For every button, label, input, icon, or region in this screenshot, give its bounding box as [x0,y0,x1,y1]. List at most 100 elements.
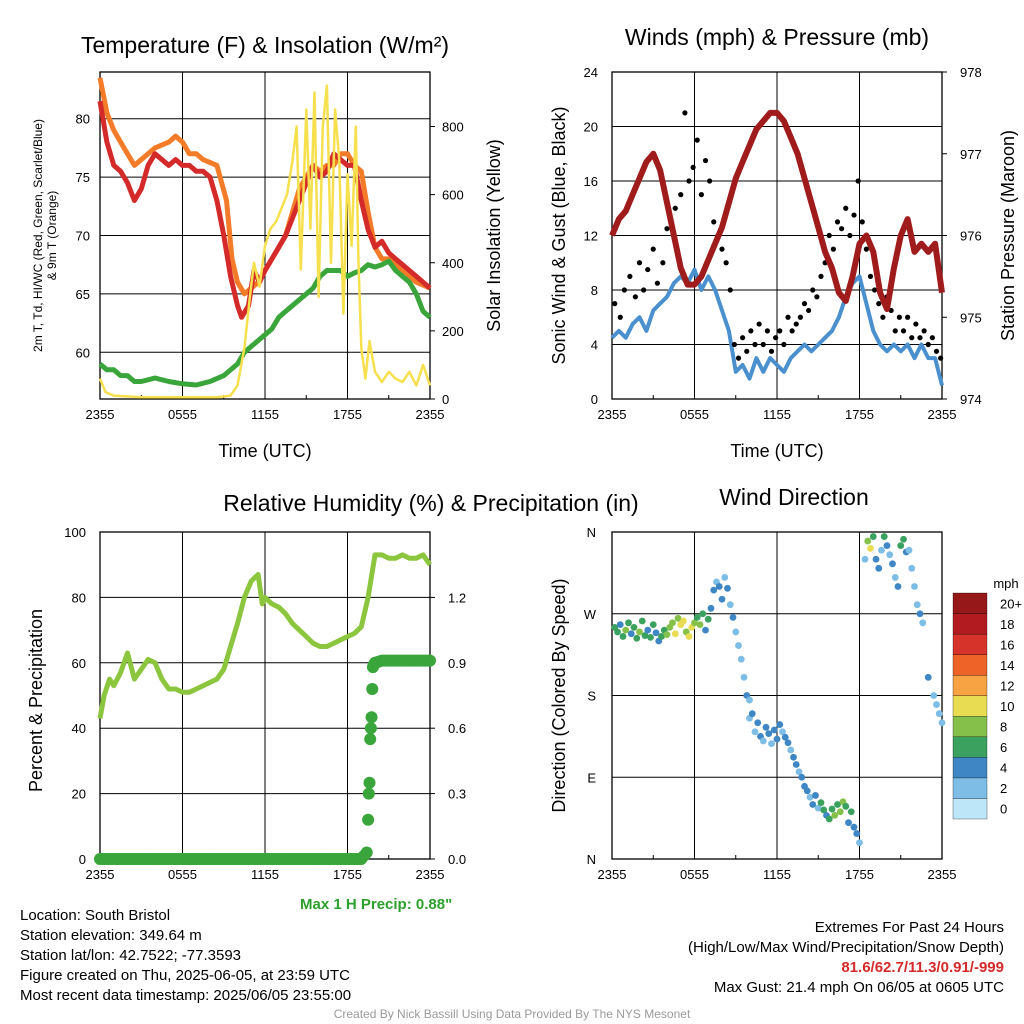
direction-point [817,799,825,807]
gust-point [785,314,791,320]
plot-frame [99,71,431,400]
gust-point [682,110,688,116]
direction-point [889,560,896,568]
gust-point [650,246,656,252]
direction-point [861,555,869,563]
extremes-title: Extremes For Past 24 Hours [814,919,1004,936]
gust-point [810,287,816,293]
direction-point [792,761,800,768]
colorbar-swatch [952,736,988,758]
direction-point [627,630,635,638]
y2-tick-label: 200 [442,324,464,339]
direction-point [798,773,806,781]
gust-point [834,219,841,225]
gust-point [826,232,832,239]
y-tick-label: 24 [584,65,598,80]
direction-point [924,673,932,681]
direction-point [834,801,841,808]
direction-point [658,633,665,640]
credit-line: Created By Nick Bassill Using Data Provi… [333,1007,691,1021]
gust-point [830,246,836,252]
recent-timestamp: Most recent data timestamp: 2025/06/05 2… [20,987,352,1004]
direction-point [770,726,778,734]
direction-point [740,673,748,681]
direction-point [768,740,775,748]
y2-tick-label: 0 [442,392,449,407]
direction-point [935,710,943,718]
gust-point [664,226,670,232]
y2-tick-label: 1.2 [448,590,466,605]
y-tick-label: S [587,689,596,704]
direction-point [869,533,877,540]
direction-point [806,793,814,801]
plot-frame [611,531,943,860]
colorbar-label: 0 [1000,802,1007,817]
gust-point [690,164,696,170]
direction-point [911,583,918,590]
colorbar-swatch [952,716,988,737]
direction-point [905,546,913,554]
station-elevation: Station elevation: 349.64 m [20,927,202,944]
gust-point [627,273,633,279]
direction-point [880,533,888,540]
direction-point [707,604,715,612]
y-tick-label: 80 [76,112,90,127]
direction-point [737,655,745,663]
y2-axis-label: Station Pressure (Maroon) [998,130,1018,341]
gust-point [855,178,861,184]
precip-point [364,722,377,735]
gust-point [781,341,787,348]
direction-point [894,583,902,590]
y2-tick-label: 0.6 [448,721,466,736]
colorbar-swatch [952,798,988,820]
direction-point [726,601,734,609]
max-gust: Max Gust: 21.4 mph On 06/05 at 0605 UTC [713,979,1004,996]
y-tick-label: 20 [72,787,86,802]
x-tick-label: 2355 [598,407,627,422]
gust-point [814,294,820,300]
gust-point [636,260,643,266]
gust-point [723,260,729,266]
gust-point [839,226,845,232]
gust-point [694,137,700,143]
direction-point [622,626,630,634]
gust-point [711,219,717,225]
direction-point [649,621,657,629]
gust-point [896,314,902,320]
gust-point [719,246,725,252]
direction-point [636,628,643,636]
x-tick-label: 2355 [416,867,445,882]
colorbar-label: 8 [1000,720,1007,735]
y-tick-label: N [587,525,596,540]
x-tick-label: 0555 [168,867,197,882]
direction-point [680,617,687,625]
colorbar-swatch [952,777,988,799]
colorbar-title: mph [993,576,1018,591]
direction-point [630,623,638,631]
gust-point [744,348,750,354]
gust-point [740,335,746,341]
gust-point [731,341,737,348]
direction-point [781,733,789,741]
chart-title: Relative Humidity (%) & Precipitation (i… [223,490,638,516]
precip-point [365,711,378,724]
direction-point [685,633,693,640]
gust-point [760,341,766,348]
gust-point [698,192,704,198]
gust-point [847,232,853,239]
y-tick-label: 12 [584,229,598,244]
colorbar-swatch [952,592,988,614]
gust-point [843,205,849,211]
gust-point [789,328,795,334]
y2-axis-label: Solar Insolation (Yellow) [484,139,504,331]
colorbar-label: 10 [1000,699,1014,714]
max-precip-label: Max 1 H Precip: 0.88" [300,896,453,913]
direction-point [853,830,861,837]
direction-point [754,719,762,727]
y2-tick-label: 974 [960,392,982,407]
y-tick-label: 75 [76,170,90,185]
direction-point [715,583,723,590]
gust-point [678,192,684,198]
x-tick-label: 2355 [86,867,115,882]
direction-point [790,753,797,761]
